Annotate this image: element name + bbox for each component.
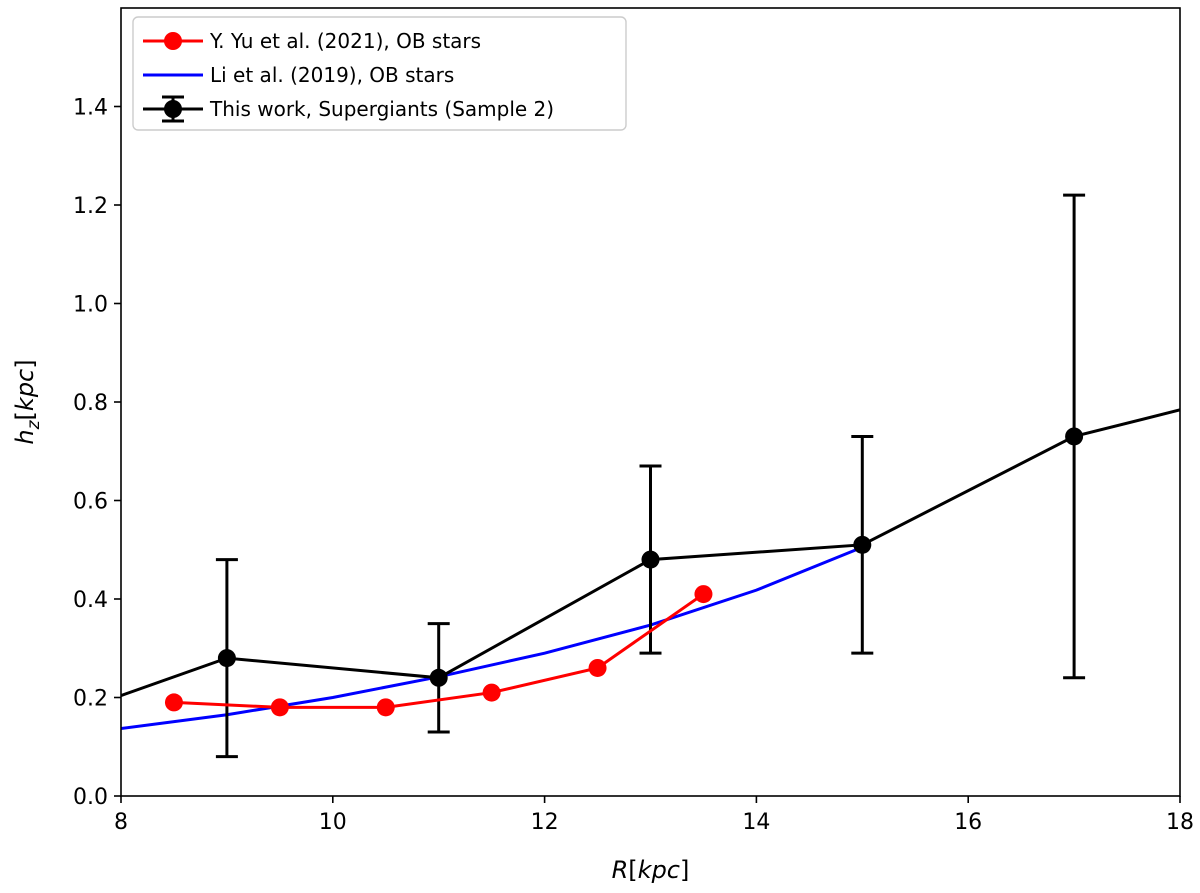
- legend-box: [132, 16, 627, 131]
- data-point-yu-2021: [694, 585, 713, 604]
- x-tick-label: 14: [742, 810, 770, 835]
- legend-marker-yu-2021: [164, 32, 182, 50]
- data-point-yu-2021: [270, 698, 289, 717]
- y-tick-label: 0.0: [73, 785, 108, 810]
- x-tick-label: 12: [531, 810, 559, 835]
- data-point-yu-2021: [376, 698, 395, 717]
- data-point-this-work: [217, 649, 236, 668]
- data-point-this-work: [641, 550, 660, 569]
- y-tick-label: 0.4: [73, 588, 108, 613]
- legend-label-this-work: This work, Supergiants (Sample 2): [209, 97, 554, 121]
- y-tick-label: 1.0: [73, 293, 108, 318]
- x-tick-label: 8: [114, 810, 128, 835]
- axes: 8 10 12 14 16 18 0.0 0.2 0.4 0.6 0.8 1.0 1.2 1.4 R[kpc…: [11, 7, 1194, 884]
- x-tick-label: 16: [954, 810, 982, 835]
- y-tick-label: 0.8: [73, 391, 108, 416]
- y-tick-label: 0.6: [73, 490, 108, 515]
- data-point-yu-2021: [482, 683, 501, 702]
- data-point-this-work: [429, 668, 448, 687]
- data-point-this-work: [1065, 427, 1084, 446]
- legend-marker-this-work: [164, 100, 182, 118]
- legend-label-li-2019: Li et al. (2019), OB stars: [210, 63, 454, 87]
- y-tick-label: 0.2: [73, 687, 108, 712]
- plot-area: [121, 193, 1180, 759]
- y-axis-label: hz[kpc]: [11, 359, 44, 444]
- legend-label-yu-2021: Y. Yu et al. (2021), OB stars: [209, 29, 481, 53]
- series-line-yu-2021: [173, 592, 705, 709]
- x-tick-label: 10: [319, 810, 347, 835]
- x-axis-label: R[kpc]: [612, 856, 690, 884]
- legend: Y. Yu et al. (2021), OB stars Li et al. (…: [132, 16, 627, 131]
- data-point-yu-2021: [164, 693, 183, 712]
- y-tick-label: 1.2: [73, 194, 108, 219]
- y-tick-label: 1.4: [73, 96, 108, 121]
- x-tick-label: 18: [1166, 810, 1194, 835]
- data-point-this-work: [853, 535, 872, 554]
- data-point-yu-2021: [588, 658, 607, 677]
- series-line-li-2019: [121, 545, 863, 731]
